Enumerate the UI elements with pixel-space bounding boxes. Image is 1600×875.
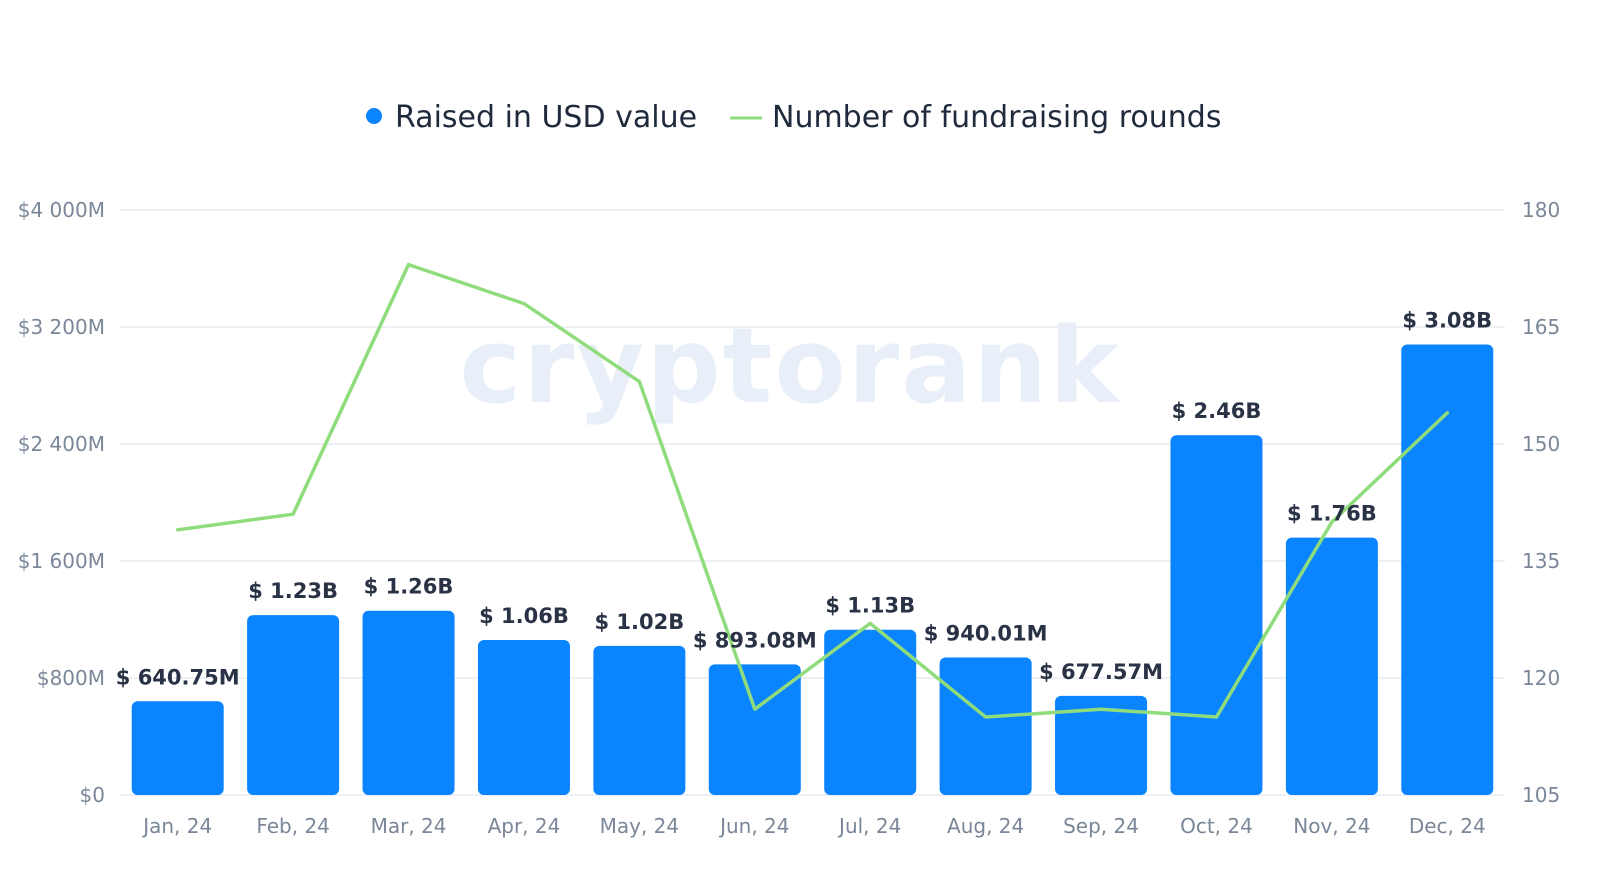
bar-value-label: $ 893.08M [693,628,817,652]
bar-value-label: $ 1.76B [1287,502,1377,526]
x-tick-label: Dec, 24 [1409,814,1486,838]
rounds-line-series [175,262,1450,719]
right-tick-label: 105 [1522,783,1560,807]
x-tick-label: Aug, 24 [947,814,1024,838]
left-tick-label: $800M [37,666,105,690]
x-tick-label: May, 24 [600,814,680,838]
left-tick-label: $3 200M [18,315,105,339]
watermark-text: cryptorank [459,305,1121,427]
bar-value-labels: $ 640.75M $ 1.23B $ 1.26B $ 1.06B $ 1.02B $ 8… [116,309,1492,690]
bar-value-label: $ 677.57M [1039,660,1163,684]
x-tick-label: Jan, 24 [141,814,212,838]
left-y-axis: $0 $800M $1 600M $2 400M $3 200M $4 000M [18,198,105,807]
left-tick-label: $0 [80,783,105,807]
x-tick-label: Nov, 24 [1293,814,1370,838]
left-tick-label: $2 400M [18,432,105,456]
x-tick-label: Feb, 24 [256,814,330,838]
watermark: cryptorank [459,305,1121,427]
bar-value-label: $ 640.75M [116,665,240,689]
bar-value-label: $ 3.08B [1402,309,1492,333]
dot-marker-icon [366,108,382,124]
bars-series [131,344,1494,795]
legend-item-raised[interactable]: Raised in USD value [366,100,697,135]
x-tick-label: Sep, 24 [1063,814,1139,838]
left-tick-label: $1 600M [18,549,105,573]
legend-label-rounds: Number of fundraising rounds [772,100,1221,135]
bar [1055,695,1148,795]
bar [362,610,455,795]
bar-value-label: $ 940.01M [924,622,1048,646]
bar [1401,344,1494,795]
bar [131,701,224,795]
bar [1170,435,1263,795]
legend-label-raised: Raised in USD value [395,100,697,135]
rounds-line [175,262,1450,719]
x-tick-label: Jul, 24 [837,814,901,838]
right-tick-label: 150 [1522,432,1560,456]
right-tick-label: 135 [1522,549,1560,573]
x-tick-label: Mar, 24 [371,814,447,838]
legend: Raised in USD value Number of fundraisin… [366,100,1221,135]
bar [247,615,340,795]
x-axis: Jan, 24 Feb, 24 Mar, 24 Apr, 24 May, 24 Jun, … [141,814,1486,838]
bar-value-label: $ 1.06B [479,604,569,628]
bar [1285,537,1378,795]
right-tick-label: 180 [1522,198,1560,222]
right-tick-label: 165 [1522,315,1560,339]
bar [593,645,686,795]
x-tick-label: Apr, 24 [488,814,561,838]
legend-item-rounds[interactable]: Number of fundraising rounds [730,100,1221,135]
bar [824,629,917,795]
bar-value-label: $ 1.23B [248,579,338,603]
x-tick-label: Oct, 24 [1180,814,1253,838]
x-tick-label: Jun, 24 [718,814,789,838]
bar [477,639,570,795]
bar-value-label: $ 1.13B [825,594,915,618]
right-tick-label: 120 [1522,666,1560,690]
grid [120,209,1505,796]
bar-value-label: $ 2.46B [1172,399,1262,423]
bar-value-label: $ 1.02B [595,610,685,634]
bar [708,664,801,795]
left-tick-label: $4 000M [18,198,105,222]
bar-value-label: $ 1.26B [364,575,454,599]
bar [939,657,1032,795]
right-y-axis: 105 120 135 150 165 180 [1522,198,1560,807]
